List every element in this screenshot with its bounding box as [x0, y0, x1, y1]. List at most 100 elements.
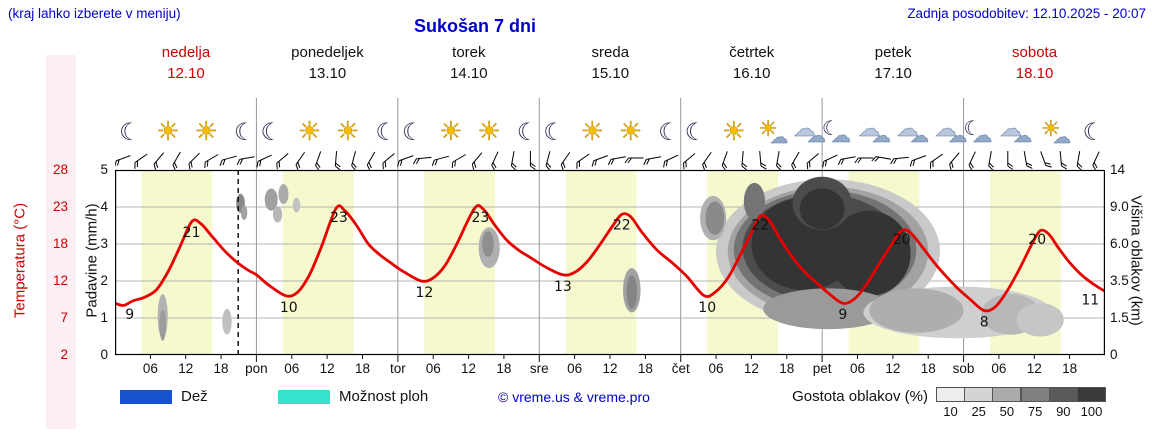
svg-text:☾: ☾: [234, 118, 256, 146]
wind-barb: [890, 156, 909, 165]
cloud-area: [705, 201, 725, 235]
x-hour-label: 18: [920, 361, 936, 376]
wind-barb: [431, 155, 449, 166]
svg-text:☁: ☁: [935, 117, 957, 142]
wind-barb: [643, 156, 662, 166]
svg-text:☁: ☁: [1000, 117, 1022, 142]
wind-barb: [702, 151, 712, 171]
precipitation-axis-label: Padavine (mm/h): [83, 203, 101, 318]
density-cell: [1077, 387, 1106, 402]
temperature-tick: 28: [52, 162, 68, 177]
wind-barb: [682, 153, 696, 170]
wind-barb: [576, 153, 590, 169]
temperature-value-label: 21: [183, 225, 201, 241]
cloud-area: [763, 288, 893, 330]
temperature-tick: 23: [52, 199, 68, 214]
x-day-label: sob: [952, 361, 975, 376]
last-update-timestamp: Zadnja posodobitev: 12.10.2025 - 20:07: [907, 6, 1146, 21]
svg-text:☁: ☁: [1013, 125, 1032, 147]
wind-barb: [510, 151, 517, 171]
svg-text:☀: ☀: [1041, 117, 1061, 142]
page-title: Sukošan 7 dni: [413, 16, 537, 36]
clouds-icon: ☁☁: [999, 117, 1032, 148]
wind-barb: [315, 151, 322, 171]
wind-barb: [172, 151, 181, 171]
day-name: torek: [452, 44, 486, 61]
wind-barb: [188, 152, 200, 170]
cloud-height-tick: 0: [1110, 347, 1118, 362]
svg-text:☾: ☾: [375, 118, 397, 146]
temperature-tick: 18: [52, 236, 68, 251]
x-hour-label: 06: [708, 361, 724, 376]
cloud-area: [743, 182, 766, 220]
svg-text:☾: ☾: [517, 118, 539, 146]
cloud-density-scale: 10 25 50 75 90 100: [936, 387, 1108, 421]
wind-barb: [219, 155, 237, 166]
density-value: 100: [1080, 404, 1103, 419]
x-hour-label: 12: [319, 361, 335, 376]
temperature-value-label: 8: [980, 315, 989, 331]
svg-text:☾: ☾: [685, 118, 707, 146]
wind-barb: [909, 155, 927, 167]
wind-barb: [397, 155, 414, 167]
temperature-value-label: 23: [330, 210, 348, 226]
cloud-height-tick: 14: [1110, 162, 1126, 177]
density-value: 75: [1027, 404, 1043, 419]
wind-barb: [545, 151, 552, 171]
density-value: 10: [943, 404, 958, 419]
day-name: četrtek: [729, 44, 775, 61]
x-hour-label: 06: [849, 361, 866, 376]
cloud-height-tick: 9.0: [1110, 199, 1129, 214]
wind-barb: [153, 152, 165, 171]
sun-icon: ☀: [477, 117, 501, 148]
temperature-curve: [113, 204, 1107, 313]
temperature-axis-strip: [46, 55, 76, 429]
svg-text:☀: ☀: [336, 117, 359, 147]
x-day-label: čet: [671, 361, 690, 376]
cloud-height-tick: 3.5: [1110, 273, 1129, 288]
wind-barb: [236, 156, 255, 166]
x-day-label: pet: [812, 361, 832, 376]
cloud-area: [828, 210, 911, 296]
cloud-area: [159, 309, 166, 341]
cloud-height-tick: 6.0: [1110, 236, 1129, 251]
day-date: 17.10: [874, 65, 912, 82]
cloud-area: [240, 205, 248, 220]
x-hour-label: 18: [496, 361, 512, 376]
moon-icon: ☾: [543, 118, 565, 146]
wind-barb: [1007, 151, 1014, 170]
x-hour-label: 12: [1026, 361, 1042, 376]
svg-text:☀: ☀: [156, 117, 179, 147]
precipitation-tick: 0: [100, 347, 108, 362]
showers-swatch: [278, 390, 330, 404]
cloud-area: [482, 231, 494, 257]
wind-barb: [663, 154, 679, 168]
sun-icon: ☀: [194, 117, 218, 148]
x-hour-label: 12: [743, 361, 759, 376]
daylight-band: [565, 170, 637, 355]
wind-barb: [451, 154, 467, 169]
wind-barb: [871, 156, 891, 162]
cloud-area: [272, 206, 283, 223]
svg-text:☀: ☀: [758, 117, 778, 142]
temperature-tick: 12: [52, 273, 68, 288]
credit-link[interactable]: © vreme.us & vreme.pro: [498, 389, 650, 405]
sun-icon: ☀: [619, 117, 643, 148]
wind-barb: [334, 150, 341, 171]
temperature-value-label: 11: [1081, 292, 1099, 308]
daylight-band: [141, 170, 213, 355]
wind-barb: [822, 154, 838, 168]
cloud-area: [799, 188, 845, 230]
x-day-label: pon: [245, 361, 268, 376]
cloud-area: [626, 275, 638, 309]
x-hour-label: 06: [425, 361, 441, 376]
density-cell: [1048, 387, 1078, 402]
wind-barb: [968, 151, 976, 171]
svg-text:☁: ☁: [972, 123, 992, 147]
x-day-label: sre: [529, 361, 549, 376]
density-cell: [964, 387, 994, 402]
clouds-icon: ☁☁: [896, 117, 929, 148]
moon-icon: ☾: [260, 118, 282, 146]
density-cell: [1020, 387, 1050, 402]
sun-icon: ☀: [722, 117, 746, 148]
